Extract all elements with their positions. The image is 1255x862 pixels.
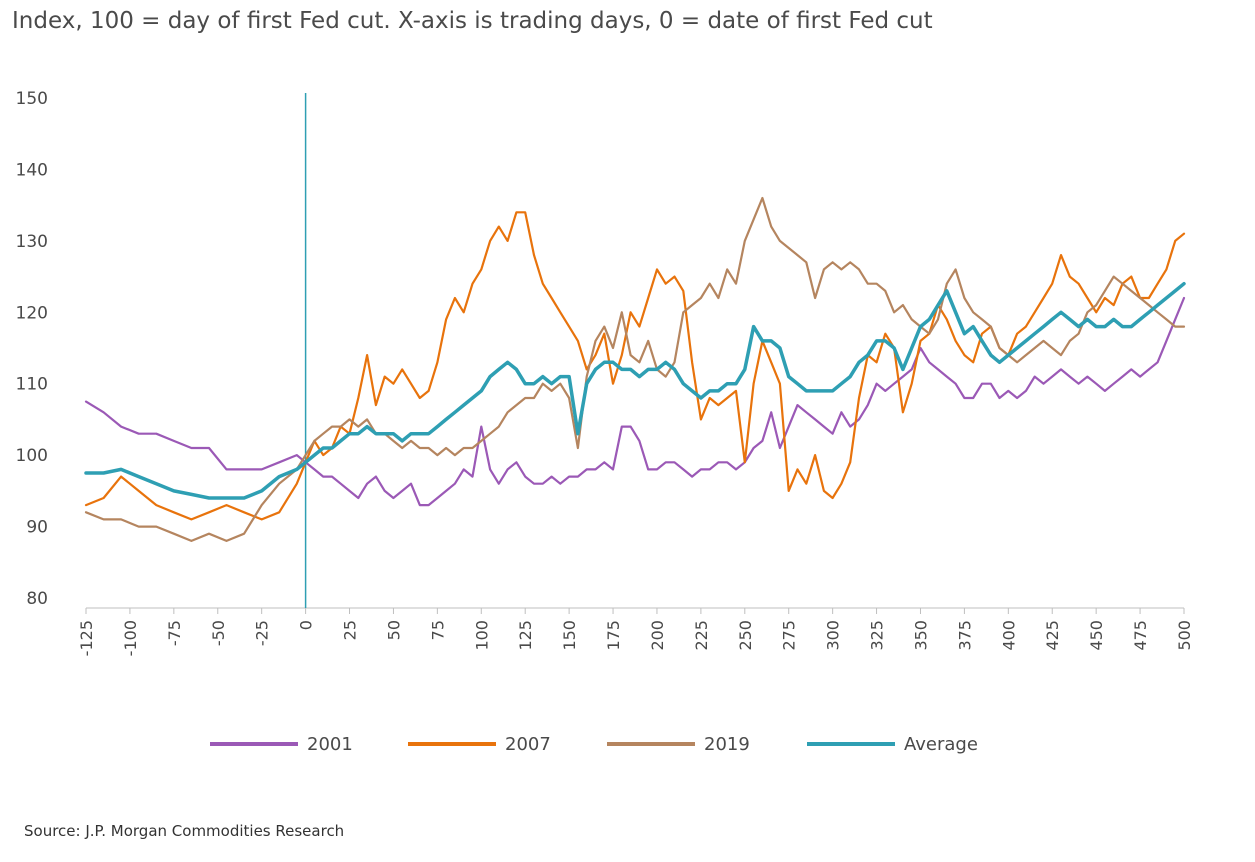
legend: 2001 2007 2019 Average bbox=[210, 734, 978, 755]
y-tick-label: 120 bbox=[16, 303, 48, 323]
x-tick-label: 350 bbox=[911, 620, 930, 651]
x-tick-label: 475 bbox=[1131, 620, 1150, 651]
series-layer bbox=[84, 196, 1186, 542]
x-tick-label: 150 bbox=[560, 620, 579, 651]
series-line-2001 bbox=[84, 296, 1186, 507]
x-tick-label: 375 bbox=[955, 620, 974, 651]
y-tick-label: 110 bbox=[16, 375, 48, 395]
x-tick-label: 400 bbox=[999, 620, 1018, 651]
x-tick-label: 450 bbox=[1087, 620, 1106, 651]
y-tick-label: 80 bbox=[26, 589, 48, 609]
x-tick-label: 200 bbox=[648, 620, 667, 651]
y-tick-label: 140 bbox=[16, 160, 48, 180]
x-tick-label: 500 bbox=[1175, 620, 1194, 651]
legend-label-2019: 2019 bbox=[704, 734, 750, 755]
source-note: Source: J.P. Morgan Commodities Research bbox=[24, 822, 345, 840]
y-axis: 80 90 100 110 120 130 140 150 bbox=[16, 89, 48, 609]
x-tick-label: 300 bbox=[824, 620, 843, 651]
y-tick-label: 150 bbox=[16, 89, 48, 109]
x-tick-label: -125 bbox=[77, 620, 96, 656]
x-tick-label: 425 bbox=[1043, 620, 1062, 651]
legend-label-average: Average bbox=[904, 734, 978, 755]
x-tick-label: 225 bbox=[692, 620, 711, 651]
series-line-2007 bbox=[84, 211, 1186, 521]
x-tick-label: -50 bbox=[209, 620, 228, 646]
chart-title: Index, 100 = day of first Fed cut. X-axi… bbox=[12, 8, 933, 34]
y-tick-label: 130 bbox=[16, 232, 48, 252]
x-tick-label: 175 bbox=[604, 620, 623, 651]
x-axis: -125 -100 -75 -50 -25 0 25 50 75 100 125 150 175 200 2… bbox=[77, 607, 1194, 656]
series-line-2019 bbox=[84, 196, 1186, 542]
legend-label-2001: 2001 bbox=[307, 734, 353, 755]
x-tick-label: -75 bbox=[165, 620, 184, 646]
x-tick-label: 50 bbox=[384, 620, 403, 640]
x-tick-label: 0 bbox=[297, 620, 316, 630]
x-tick-label: 250 bbox=[736, 620, 755, 651]
x-tick-label: 125 bbox=[516, 620, 535, 651]
y-tick-label: 100 bbox=[16, 446, 48, 466]
x-tick-label: 325 bbox=[868, 620, 887, 651]
series-line-average bbox=[84, 281, 1186, 500]
x-tick-label: 75 bbox=[428, 620, 447, 640]
x-tick-label: -100 bbox=[121, 620, 140, 656]
x-tick-label: 275 bbox=[780, 620, 799, 651]
y-tick-label: 90 bbox=[26, 518, 48, 538]
legend-label-2007: 2007 bbox=[505, 734, 551, 755]
x-tick-label: -25 bbox=[253, 620, 272, 646]
x-tick-label: 25 bbox=[341, 620, 360, 640]
x-tick-label: 100 bbox=[472, 620, 491, 651]
